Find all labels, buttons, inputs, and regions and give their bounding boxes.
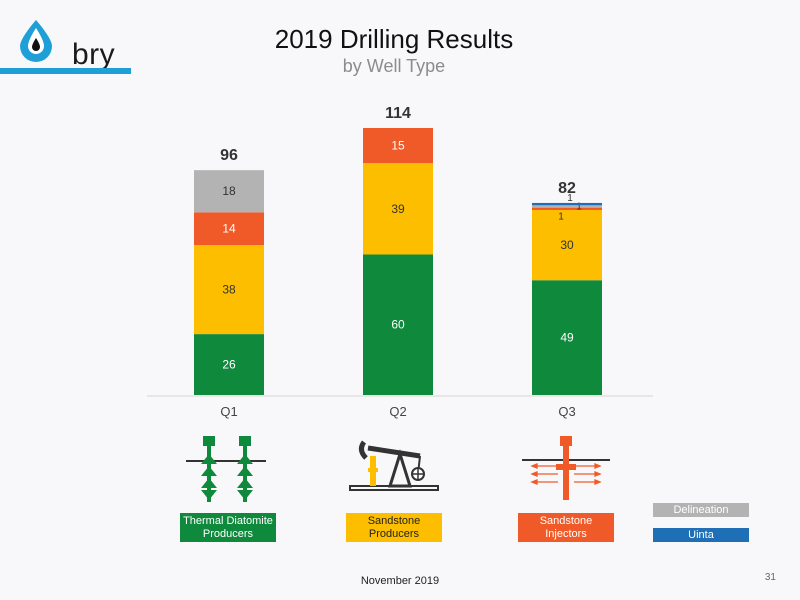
- bar-q1-sandstone-producers: [194, 245, 264, 335]
- label-q3-sandstone-producers: 30: [560, 238, 574, 252]
- total-label-q2: 114: [385, 105, 411, 122]
- injector-well-icon: [522, 436, 610, 500]
- bar-q3-sandstone-producers: [532, 209, 602, 281]
- x-tick-q3: Q3: [558, 404, 575, 419]
- label-q3-thermal-diatomite-producers: 49: [560, 331, 574, 345]
- bar-q3-thermal-diatomite-producers: [532, 280, 602, 395]
- label-q2-sandstone-injectors: 15: [391, 139, 405, 153]
- label-q2-thermal-diatomite-producers: 60: [391, 318, 405, 332]
- x-tick-q1: Q1: [220, 404, 237, 419]
- label-q1-thermal-diatomite-producers: 26: [222, 358, 236, 372]
- legend-delineation: Delineation: [653, 503, 749, 517]
- label-q1-delineation: 18: [222, 184, 236, 198]
- pumpjack-icon: [349, 440, 439, 491]
- total-label-q3: 82: [558, 180, 576, 197]
- label-q2-sandstone-producers: 39: [391, 202, 405, 216]
- x-tick-q2: Q2: [389, 404, 406, 419]
- label-q1-sandstone-injectors: 14: [222, 222, 236, 236]
- slide-title: 2019 Drilling Results: [274, 24, 514, 54]
- bar-q3-delineation: [532, 205, 602, 208]
- bar-q1-delineation: [194, 170, 264, 213]
- bar-q2-thermal-diatomite-producers: [363, 254, 433, 395]
- drop-logo-icon: [20, 20, 52, 62]
- bar-q2-sandstone-producers: [363, 163, 433, 255]
- legend-sandstone-producers: Sandstone Producers: [346, 513, 442, 542]
- diatomite-wells-icon: [186, 436, 266, 502]
- label-q1-sandstone-producers: 38: [222, 283, 236, 297]
- legend-uinta: Uinta: [653, 528, 749, 542]
- legend-thermal-diatomite-producers: Thermal Diatomite Producers: [180, 513, 276, 542]
- total-label-q1: 96: [220, 147, 238, 164]
- brand-name: bry: [72, 38, 116, 71]
- bar-q1-sandstone-injectors: [194, 212, 264, 246]
- brand-logo: bry: [16, 16, 136, 76]
- label-q3-sandstone-injectors: 1: [558, 212, 564, 223]
- page-number: 31: [764, 572, 776, 583]
- bar-q1-thermal-diatomite-producers: [194, 334, 264, 395]
- bar-q2-sandstone-injectors: [363, 128, 433, 164]
- label-q3-uinta: 1: [567, 193, 573, 204]
- bar-q3-uinta: [532, 202, 602, 206]
- bar-q3-sandstone-injectors: [532, 207, 602, 210]
- label-q3-delineation: 1: [576, 201, 582, 212]
- brand-rule: [0, 68, 131, 74]
- footer-date: November 2019: [360, 575, 440, 587]
- slide-subtitle: by Well Type: [342, 56, 446, 76]
- legend-sandstone-injectors: Sandstone Injectors: [518, 513, 614, 542]
